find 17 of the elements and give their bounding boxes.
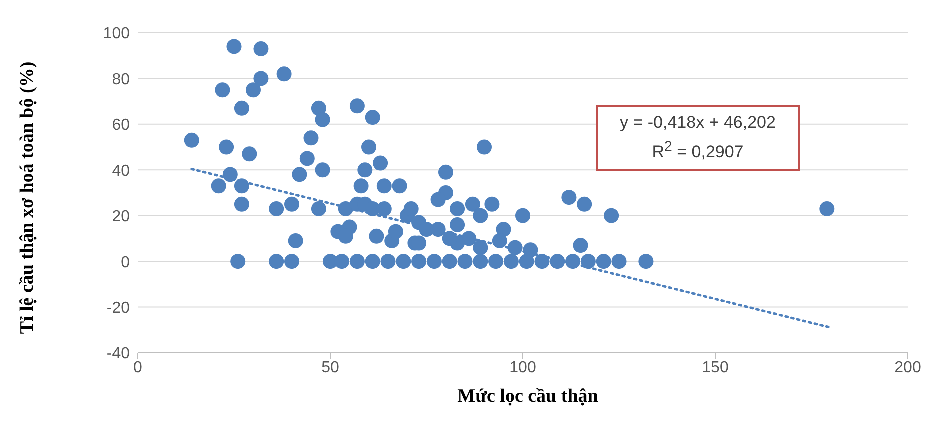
y-tick-label: -20 (106, 300, 130, 317)
y-tick-label: 40 (112, 162, 130, 180)
x-tick-label: 100 (510, 359, 536, 376)
x-tick-label: 200 (894, 359, 922, 376)
y-axis-title: Tỉ lệ cầu thận xơ hoá toàn bộ (%) (17, 60, 39, 336)
x-tick-label: 150 (702, 359, 729, 376)
x-tick-label: 0 (134, 359, 143, 376)
y-tick-label: -40 (106, 346, 130, 363)
x-tick-label: 50 (322, 359, 340, 376)
y-tick-label: 60 (112, 117, 130, 134)
y-tick-label: 100 (103, 26, 130, 43)
y-tick-label: 20 (112, 208, 130, 226)
x-axis-title: Mức lọc cầu thận (456, 386, 600, 408)
annotation: R$^{2}$ = 0,2907 (651, 138, 745, 164)
y-tick-label: 80 (112, 71, 130, 88)
annotation: y = -0,418x + 46,202 (619, 112, 777, 134)
y-tick-label: 0 (121, 254, 130, 272)
